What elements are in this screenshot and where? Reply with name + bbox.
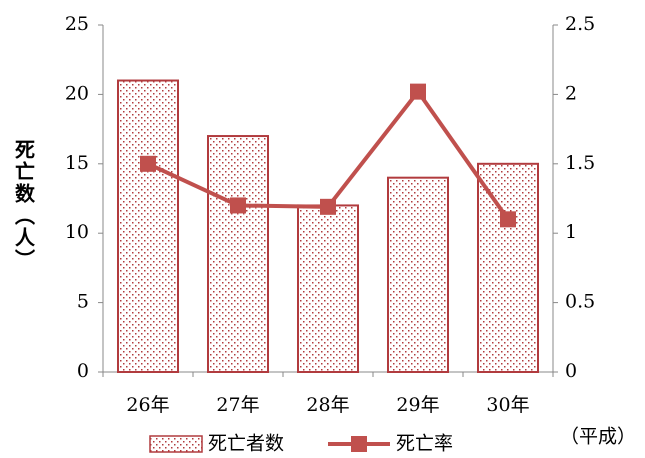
marker: [320, 198, 336, 215]
y-tick-label: 25: [65, 13, 89, 35]
x-tick-label: 29年: [396, 394, 439, 416]
marker: [410, 83, 426, 100]
legend-marker: [351, 436, 367, 452]
y-tick-label: 0: [77, 360, 89, 382]
legend-label: 死亡率: [396, 433, 453, 455]
y-tick-label: 10: [65, 221, 89, 243]
y2-tick-label: 0.5: [565, 291, 595, 313]
marker: [500, 211, 516, 228]
bar: [387, 176, 449, 373]
bar: [117, 79, 179, 374]
x-tick-label: 27年: [216, 394, 259, 416]
x-unit-label: （平成）: [560, 426, 636, 448]
bar: [297, 204, 359, 373]
y-axis-label: 死亡数（人）: [12, 139, 36, 271]
y2-tick-label: 2.5: [565, 13, 595, 35]
bar: [477, 162, 539, 373]
y-tick-label: 20: [65, 82, 89, 104]
y2-tick-label: 0: [565, 360, 577, 382]
y2-tick-label: 1.5: [565, 152, 595, 174]
x-tick-label: 26年: [126, 394, 169, 416]
bar: [207, 135, 269, 373]
y-tick-label: 15: [65, 152, 89, 174]
marker: [140, 155, 156, 172]
legend-label: 死亡者数: [208, 433, 284, 455]
legend-swatch: [149, 435, 203, 453]
x-tick-label: 30年: [486, 394, 529, 416]
marker: [230, 197, 246, 214]
y-tick-label: 5: [77, 291, 89, 313]
y2-tick-label: 1: [565, 221, 577, 243]
y2-tick-label: 2: [565, 82, 577, 104]
x-tick-label: 28年: [306, 394, 349, 416]
